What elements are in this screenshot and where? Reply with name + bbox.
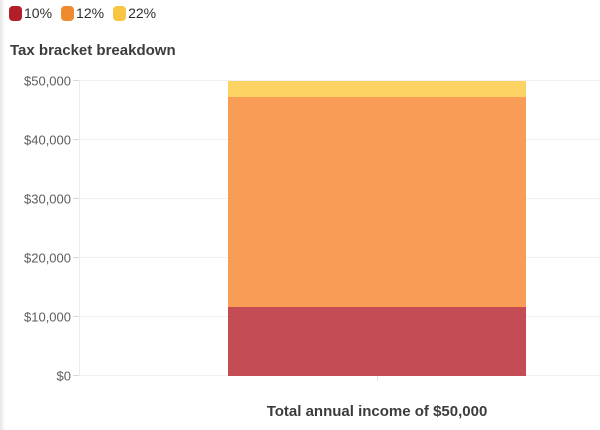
legend-item-10pct[interactable]: 10% bbox=[9, 5, 52, 21]
bar-segment-22pct[interactable] bbox=[228, 80, 526, 98]
bar-segment-12pct[interactable] bbox=[228, 97, 526, 308]
legend-item-22pct[interactable]: 22% bbox=[113, 5, 156, 21]
y-axis-line bbox=[79, 80, 80, 376]
legend: 10% 12% 22% bbox=[9, 5, 156, 21]
gridline bbox=[79, 375, 600, 376]
y-tick-label: $50,000 bbox=[24, 73, 71, 88]
x-axis-tick bbox=[377, 376, 378, 381]
stacked-bar bbox=[228, 80, 526, 376]
y-tick-label: $10,000 bbox=[24, 309, 71, 324]
legend-swatch bbox=[113, 5, 127, 21]
x-axis-label: Total annual income of $50,000 bbox=[266, 403, 488, 420]
y-axis-tick bbox=[73, 139, 79, 140]
y-axis-tick bbox=[73, 198, 79, 199]
y-tick-label: $0 bbox=[56, 368, 71, 383]
gridline bbox=[79, 80, 600, 81]
y-axis-tick bbox=[73, 80, 79, 81]
bar-segment-10pct[interactable] bbox=[228, 307, 526, 376]
y-axis-tick bbox=[73, 375, 79, 376]
legend-label: 22% bbox=[128, 5, 157, 21]
y-axis-tick bbox=[73, 316, 79, 317]
y-axis-tick bbox=[73, 257, 79, 258]
y-tick-label: $40,000 bbox=[24, 132, 71, 147]
legend-label: 12% bbox=[76, 5, 105, 21]
chart-title: Tax bracket breakdown bbox=[10, 42, 176, 59]
legend-swatch bbox=[61, 5, 75, 21]
y-tick-label: $20,000 bbox=[24, 250, 71, 265]
y-tick-label: $30,000 bbox=[24, 191, 71, 206]
legend-swatch bbox=[9, 5, 22, 21]
legend-item-12pct[interactable]: 12% bbox=[61, 5, 104, 21]
legend-label: 10% bbox=[24, 5, 53, 21]
